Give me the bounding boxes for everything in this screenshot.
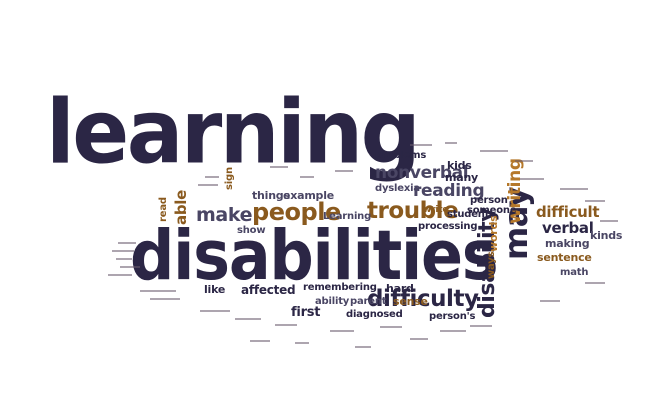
word-remembering: remembering — [303, 282, 377, 293]
word-hard: hard — [386, 282, 414, 295]
word-trouble: trouble — [367, 198, 459, 224]
word-ability: ability — [315, 296, 350, 307]
word-reading: reading — [413, 181, 485, 201]
word-able: able — [172, 190, 190, 225]
word-words: words — [487, 215, 500, 252]
word-nonverbal: nonverbal — [375, 163, 469, 183]
word-make: make — [196, 204, 253, 226]
word-like: like — [204, 283, 226, 296]
word-difficulty: difficulty — [367, 286, 479, 312]
word-people: people — [252, 198, 341, 226]
word-write: write — [423, 205, 449, 215]
word-disabilities: disabilities — [130, 215, 499, 296]
word-dyslexia: dyslexia — [375, 183, 420, 194]
word-persons: person's — [429, 311, 476, 322]
word-sign: sign — [224, 167, 235, 190]
word-diagnosed: diagnosed — [346, 309, 403, 320]
word-learning: learning — [46, 80, 421, 184]
word-math: math — [560, 267, 589, 278]
word-sentence: sentence — [537, 251, 592, 264]
word-kinds: kinds — [590, 229, 623, 242]
word-affected: affected — [241, 283, 296, 297]
word-verbal: verbal — [542, 219, 594, 237]
word-sense: sense — [393, 295, 428, 308]
word-person: person — [470, 195, 508, 206]
word-read: read — [158, 197, 169, 222]
word-kids: kids — [447, 159, 472, 172]
word-making: making — [545, 237, 590, 250]
word-someone: someone — [467, 205, 517, 216]
word-show: show — [237, 225, 266, 236]
word-many: many — [445, 171, 479, 184]
word-parent: parent — [350, 296, 387, 307]
word-example: example — [283, 189, 335, 202]
word-first: first — [291, 305, 321, 320]
word-ways: ways — [486, 251, 497, 279]
word-learning-cap: Learning — [323, 211, 372, 222]
word-things: things — [252, 189, 290, 202]
word-difficult: difficult — [536, 203, 600, 221]
word-student: student — [447, 209, 490, 220]
word-processing: processing — [418, 221, 478, 232]
word-problems: problems — [375, 150, 427, 161]
